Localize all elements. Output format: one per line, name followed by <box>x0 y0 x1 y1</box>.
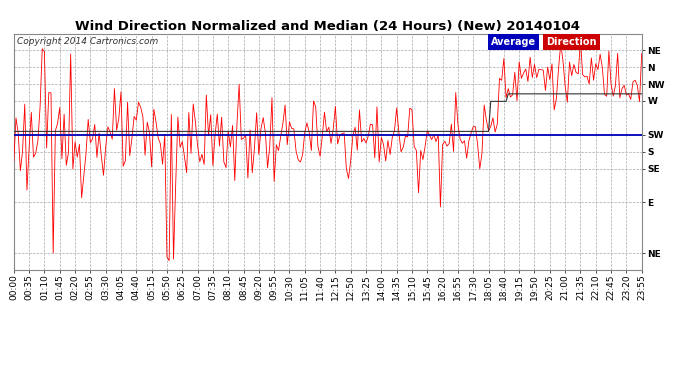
Text: Copyright 2014 Cartronics.com: Copyright 2014 Cartronics.com <box>17 37 158 46</box>
Title: Wind Direction Normalized and Median (24 Hours) (New) 20140104: Wind Direction Normalized and Median (24… <box>75 20 580 33</box>
Text: Average: Average <box>491 37 536 47</box>
Text: Direction: Direction <box>546 37 597 47</box>
